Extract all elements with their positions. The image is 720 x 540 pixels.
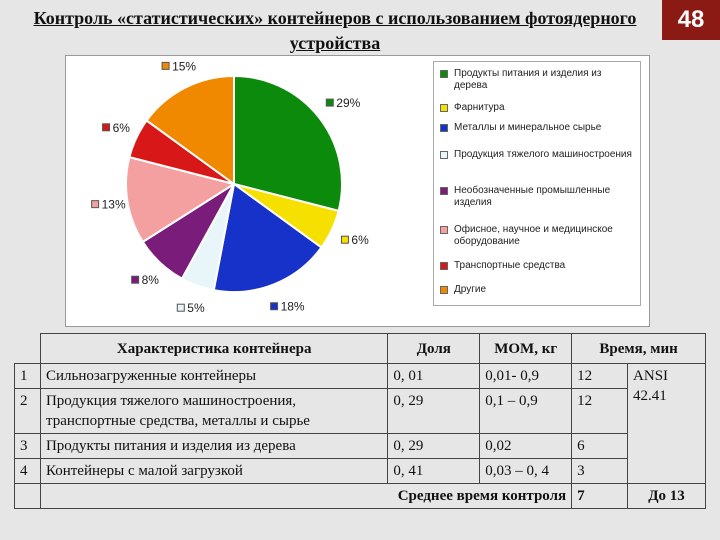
slice-label-swatch xyxy=(161,61,170,70)
total-time-value: До 13 xyxy=(627,483,706,509)
slice-percent-label: 29% xyxy=(336,96,360,110)
standard-label: ANSI 42.41 xyxy=(633,368,669,404)
slice-percent-label: 5% xyxy=(187,301,205,315)
slice-percent-label: 8% xyxy=(142,273,160,287)
legend-swatch xyxy=(440,286,448,294)
row-share: 0, 29 xyxy=(387,388,481,434)
row-number: 1 xyxy=(14,363,41,389)
slice-percent-label: 15% xyxy=(172,59,196,73)
row-description: Контейнеры с малой загрузкой xyxy=(39,458,389,484)
table-row: 4 Контейнеры с малой загрузкой 0, 41 0,0… xyxy=(14,458,706,484)
container-table: Характеристика контейнера Доля МОМ, кг В… xyxy=(14,333,706,509)
legend-label: Офисное, научное и медицинское оборудова… xyxy=(454,224,613,247)
legend-item: Продукция тяжелого машиностроения xyxy=(440,149,636,161)
row-description: Продукция тяжелого машиностроения, транс… xyxy=(39,388,389,434)
pie-chart-panel: 29% 6% 18% 5% 8% 13% 6% 15% Продукты питания и … xyxy=(65,55,650,327)
average-time-label: Среднее время контроля xyxy=(39,483,573,509)
legend-swatch xyxy=(440,187,448,195)
legend-label: Другие xyxy=(454,284,487,295)
pie-slice-5 xyxy=(125,155,237,244)
legend-item: Фарнитура xyxy=(440,102,636,114)
slice-percent-label: 6% xyxy=(113,121,131,135)
legend-label: Продукция тяжелого машиностроения xyxy=(454,149,632,160)
legend-label: Транспортные средства xyxy=(454,260,566,271)
legend-label: Продукты питания и изделия из дерева xyxy=(454,68,602,91)
slice-percent-label: 13% xyxy=(102,198,126,212)
page-title: Контроль «статистических» контейнеров с … xyxy=(33,8,637,53)
header-share: Доля xyxy=(387,333,481,364)
legend-item: Другие xyxy=(440,284,636,296)
legend-swatch xyxy=(440,124,448,132)
table-footer-row: Среднее время контроля 7 До 13 xyxy=(14,483,706,509)
row-description: Продукты питания и изделия из дерева xyxy=(39,433,389,459)
row-number: 2 xyxy=(14,388,41,434)
table-header-row: Характеристика контейнера Доля МОМ, кг В… xyxy=(15,333,706,364)
slice-percent-label: 18% xyxy=(281,300,305,314)
slice-label-swatch xyxy=(325,98,334,107)
legend-swatch xyxy=(440,104,448,112)
row-mom: 0,1 – 0,9 xyxy=(479,388,573,434)
legend-swatch xyxy=(440,151,448,159)
row-description: Сильнозагруженные контейнеры xyxy=(39,363,389,389)
legend-swatch xyxy=(440,70,448,78)
header-mom: МОМ, кг xyxy=(479,333,573,364)
slice-label-swatch xyxy=(131,275,140,284)
table-row: 3 Продукты питания и изделия из дерева 0… xyxy=(14,433,706,459)
legend-swatch xyxy=(440,262,448,270)
legend-label: Металлы и минеральное сырье xyxy=(454,122,602,133)
legend-item: Металлы и минеральное сырье xyxy=(440,122,636,134)
legend-item: Продукты питания и изделия из дерева xyxy=(440,68,636,92)
slice-label-swatch xyxy=(91,200,100,209)
legend-label: Фарнитура xyxy=(454,102,505,113)
row-number: 3 xyxy=(14,433,41,459)
pie-chart: 29% 6% 18% 5% 8% 13% 6% 15% xyxy=(91,59,369,315)
row-time: 6 xyxy=(571,433,629,459)
table-row: 2 Продукция тяжелого машиностроения, тра… xyxy=(14,388,706,434)
row-mom: 0,01- 0,9 xyxy=(479,363,573,389)
slice-percent-label: 6% xyxy=(351,233,369,247)
standard-cell: ANSI 42.41 xyxy=(627,363,706,484)
header-time: Время, мин xyxy=(571,333,706,364)
row-share: 0, 01 xyxy=(387,363,481,389)
page-number-badge: 48 xyxy=(662,0,720,40)
table-row: 1 Сильнозагруженные контейнеры 0, 01 0,0… xyxy=(14,363,706,484)
header-characteristic: Характеристика контейнера xyxy=(39,333,389,364)
row-mom: 0,03 – 0, 4 xyxy=(479,458,573,484)
slice-label-swatch xyxy=(340,235,349,244)
slice-label-swatch xyxy=(176,303,185,312)
legend-label: Необозначенные промышленные изделия xyxy=(454,185,611,208)
slice-label-swatch xyxy=(270,302,279,311)
header-number xyxy=(15,334,41,364)
row-share: 0, 41 xyxy=(387,458,481,484)
slice-label-swatch xyxy=(102,123,111,132)
pie-slice-0 xyxy=(233,74,343,213)
row-time: 12 xyxy=(571,363,629,389)
row-mom: 0,02 xyxy=(479,433,573,459)
row-time: 3 xyxy=(571,458,629,484)
average-time-value: 7 xyxy=(571,483,629,509)
legend-item: Необозначенные промышленные изделия xyxy=(440,185,636,209)
chart-legend: Продукты питания и изделия из дерева Фарн… xyxy=(433,61,641,306)
pie-slice-7 xyxy=(145,74,235,186)
pie-slice-2 xyxy=(212,182,323,293)
legend-item: Офисное, научное и медицинское оборудова… xyxy=(440,224,636,248)
row-share: 0, 29 xyxy=(387,433,481,459)
legend-item: Транспортные средства xyxy=(440,260,636,272)
row-time: 12 xyxy=(571,388,629,434)
legend-swatch xyxy=(440,226,448,234)
row-number: 4 xyxy=(14,458,41,484)
footer-spacer xyxy=(14,483,41,509)
